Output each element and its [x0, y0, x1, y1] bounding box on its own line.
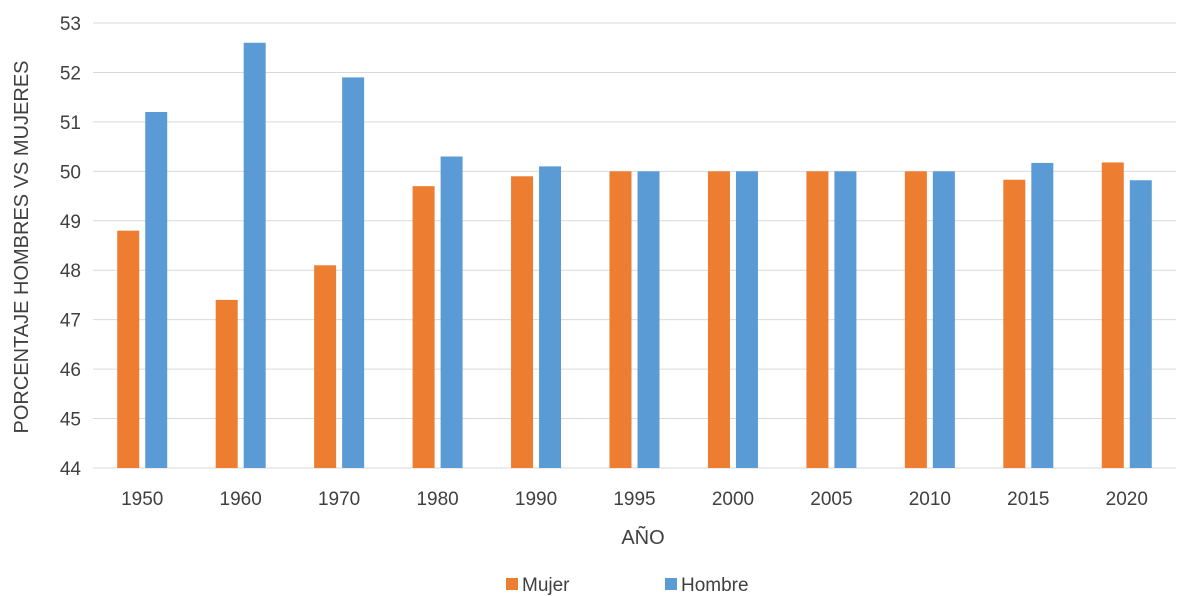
bar-mujer-1950 [117, 230, 140, 468]
y-tick-label: 52 [60, 63, 81, 84]
gridlines [93, 22, 1176, 469]
y-tick-label: 48 [60, 261, 81, 282]
x-tick-label: 2020 [1106, 489, 1148, 510]
y-tick-label: 53 [60, 14, 81, 35]
bar-hombre-2015 [1031, 162, 1054, 468]
x-tick-label: 1995 [613, 489, 655, 510]
x-tick-label: 2000 [712, 489, 754, 510]
x-tick-label: 2015 [1007, 489, 1049, 510]
bar-mujer-1970 [314, 265, 337, 468]
bar-mujer-2015 [1003, 179, 1026, 468]
y-tick-label: 51 [60, 113, 81, 134]
bars [117, 42, 1152, 469]
bar-hombre-1950 [145, 112, 168, 468]
y-tick-label: 49 [60, 212, 81, 233]
bar-mujer-2000 [707, 171, 730, 469]
x-tick-label: 1970 [318, 489, 360, 510]
bar-hombre-2000 [735, 171, 758, 469]
bar-mujer-1995 [609, 171, 632, 469]
legend: Mujer Hombre [506, 575, 749, 596]
y-tick-label: 47 [60, 311, 81, 332]
legend-swatch-hombre [665, 578, 677, 590]
bar-hombre-2020 [1129, 180, 1152, 468]
bar-hombre-1970 [342, 77, 365, 468]
bar-hombre-1980 [440, 156, 463, 468]
x-tick-label: 1960 [220, 489, 262, 510]
x-tick-label: 1980 [416, 489, 458, 510]
bar-hombre-1990 [539, 166, 562, 468]
bar-mujer-2020 [1101, 162, 1124, 468]
bar-hombre-1960 [243, 42, 266, 469]
bar-hombre-2010 [932, 171, 955, 469]
x-tick-label: 2010 [909, 489, 951, 510]
bar-mujer-1990 [511, 176, 534, 468]
x-tick-label: 2005 [810, 489, 852, 510]
legend-swatch-mujer [506, 578, 518, 590]
y-tick-label: 50 [60, 162, 81, 183]
bar-mujer-2005 [806, 171, 829, 469]
x-tick-label: 1950 [121, 489, 163, 510]
y-tick-label: 46 [60, 360, 81, 381]
y-tick-labels: 44 45 46 47 48 49 50 51 52 53 [60, 14, 82, 480]
bar-mujer-1960 [215, 299, 238, 468]
y-tick-label: 45 [60, 410, 81, 431]
bar-mujer-2010 [904, 171, 927, 469]
legend-label-mujer: Mujer [522, 575, 570, 596]
bar-hombre-2005 [834, 171, 857, 469]
legend-label-hombre: Hombre [681, 575, 749, 596]
x-tick-labels: 1950 1960 1970 1980 1990 1995 2000 2005 2010 2015… [121, 489, 1148, 510]
x-tick-label: 1990 [515, 489, 557, 510]
y-tick-label: 44 [60, 459, 82, 480]
y-axis-title: PORCENTAJE HOMBRES VS MUJERES [11, 60, 33, 433]
bar-hombre-1995 [637, 171, 660, 469]
x-axis-title: AÑO [621, 525, 664, 549]
bar-mujer-1980 [412, 186, 435, 468]
